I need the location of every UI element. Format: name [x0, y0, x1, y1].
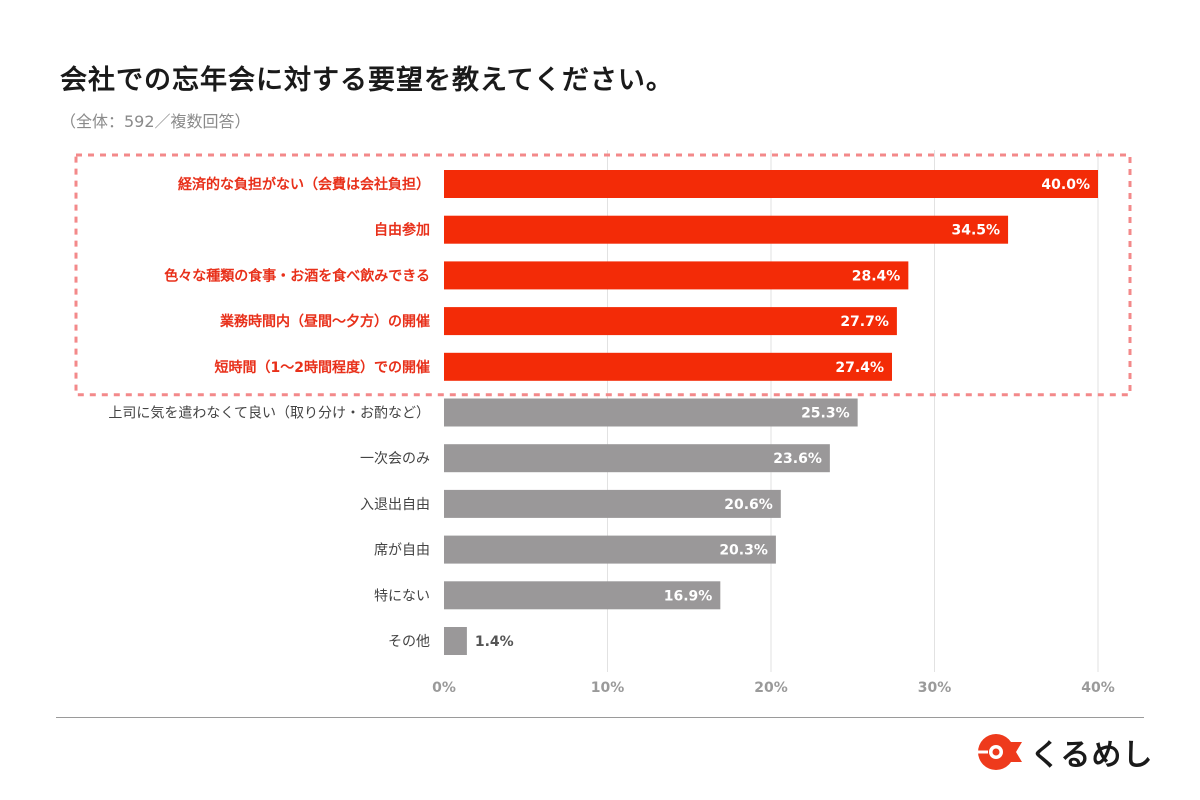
category-label: 上司に気を遣わなくて良い（取り分け・お酌など）	[108, 406, 430, 422]
category-label: 一次会のみ	[360, 451, 430, 467]
value-label: 34.5%	[951, 223, 1000, 239]
chart-subtitle: （全体：592／複数回答）	[60, 112, 251, 131]
bar	[444, 398, 858, 427]
x-tick-label: 20%	[754, 680, 788, 696]
brand-name: くるめし	[1030, 738, 1154, 773]
value-label: 25.3%	[801, 406, 850, 422]
category-label: 業務時間内（昼間〜夕方）の開催	[219, 313, 430, 330]
bar	[444, 627, 467, 655]
value-label: 40.0%	[1041, 177, 1090, 193]
category-label: 短時間（1〜2時間程度）での開催	[215, 359, 430, 376]
category-label: 入退出自由	[360, 497, 430, 513]
brand-logo: くるめし	[976, 730, 1153, 774]
bar	[444, 352, 892, 381]
value-label: 20.3%	[719, 543, 768, 559]
value-label: 20.6%	[724, 497, 773, 513]
value-label: 27.7%	[840, 314, 889, 330]
x-tick-label: 10%	[591, 680, 625, 696]
category-label: その他	[388, 634, 430, 650]
category-label: 席が自由	[374, 543, 430, 559]
value-label: 1.4%	[475, 634, 514, 650]
category-label: 経済的な負担がない（会費は会社負担）	[178, 176, 430, 193]
x-tick-label: 30%	[918, 680, 952, 696]
bar	[444, 307, 897, 336]
bar	[444, 215, 1009, 244]
chart-title: 会社での忘年会に対する要望を教えてください。	[60, 65, 674, 96]
x-tick-label: 0%	[432, 680, 456, 696]
bar	[444, 444, 830, 473]
x-tick-label: 40%	[1081, 680, 1115, 696]
category-label: 特にない	[374, 588, 430, 604]
category-label: 色々な種類の食事・お酒を食べ飲みできる	[164, 267, 430, 284]
bar	[444, 170, 1098, 198]
footer-divider	[56, 717, 1144, 718]
value-label: 28.4%	[852, 268, 901, 284]
bar	[444, 581, 721, 610]
bar	[444, 535, 776, 564]
bar	[444, 489, 781, 518]
value-label: 16.9%	[664, 588, 713, 604]
value-label: 27.4%	[835, 360, 884, 376]
category-label: 自由参加	[374, 222, 430, 239]
kurumeshi-logo-icon	[978, 734, 1022, 770]
bar	[444, 261, 909, 290]
value-label: 23.6%	[773, 451, 822, 467]
